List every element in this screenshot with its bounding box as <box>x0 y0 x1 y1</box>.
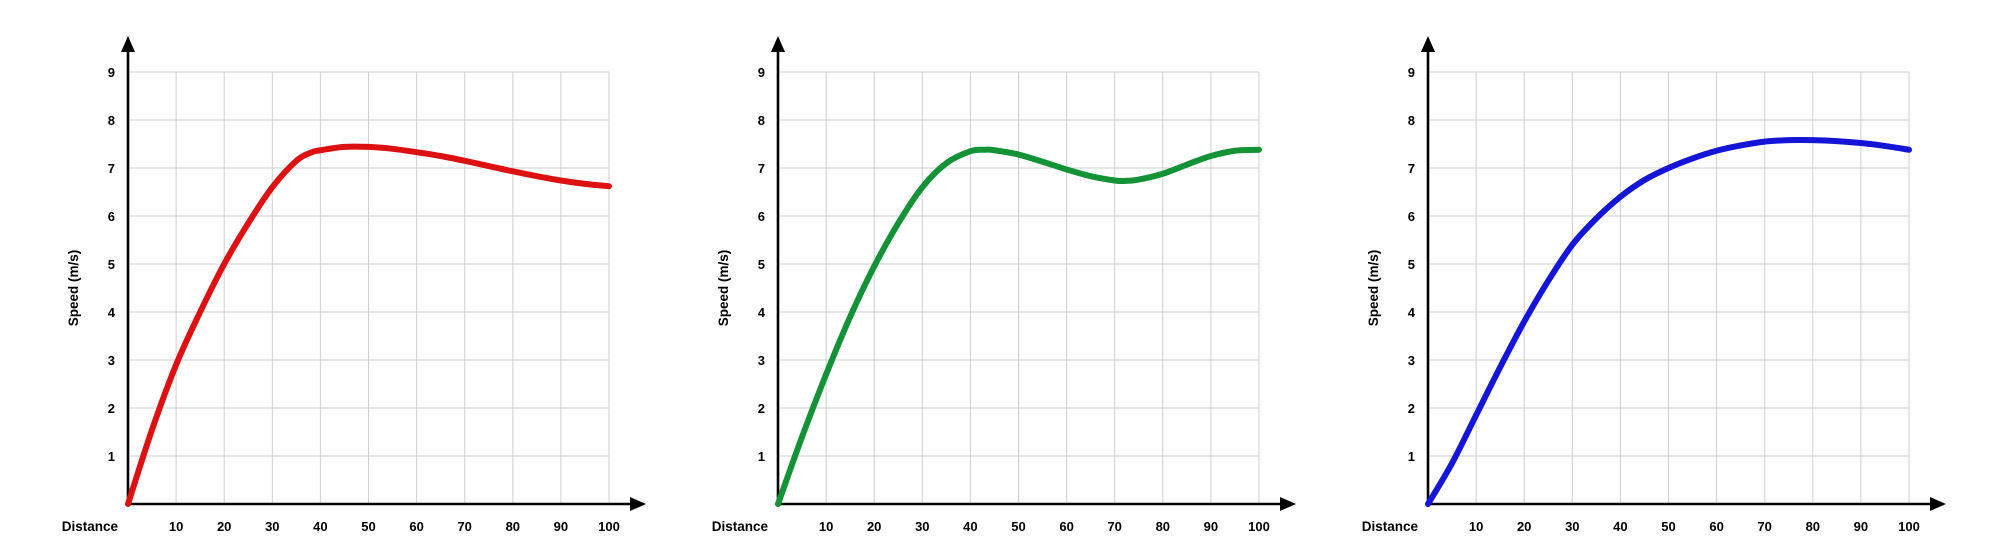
y-tick-label: 7 <box>1408 161 1415 176</box>
y-tick-label: 5 <box>758 257 765 272</box>
y-tick-label: 7 <box>108 161 115 176</box>
y-tick-label: 6 <box>758 209 765 224</box>
x-tick-label: 50 <box>361 519 375 534</box>
grid <box>1428 71 1910 504</box>
y-tick-label: 9 <box>108 65 115 80</box>
y-axis-arrow <box>771 36 785 52</box>
x-tick-label: 30 <box>265 519 279 534</box>
x-tick-label: 30 <box>915 519 929 534</box>
x-tick-label: 100 <box>598 519 620 534</box>
y-axis-title: Speed (m/s) <box>1366 250 1381 327</box>
x-axis-title: Distance <box>1362 519 1419 534</box>
y-tick-label: 1 <box>1408 449 1415 464</box>
x-tick-label: 10 <box>819 519 833 534</box>
x-tick-label: 70 <box>1107 519 1121 534</box>
x-tick-label: 20 <box>867 519 881 534</box>
x-axis-title: Distance <box>62 519 119 534</box>
y-tick-label: 4 <box>758 305 766 320</box>
x-tick-label: 40 <box>963 519 977 534</box>
y-tick-label: 5 <box>1408 257 1415 272</box>
y-tick-label: 1 <box>108 449 115 464</box>
speed-chart-green: 10 20 30 40 50 60 70 80 90 100 1 2 3 4 5 6 7 8 9 Distance Sp… <box>712 36 1296 534</box>
x-axis-arrow <box>1280 497 1296 511</box>
x-tick-label: 10 <box>1469 519 1483 534</box>
speed-series-line <box>125 143 612 507</box>
grid <box>128 71 610 504</box>
x-tick-label: 90 <box>554 519 568 534</box>
y-tick-label: 4 <box>108 305 116 320</box>
x-tick-label: 60 <box>409 519 423 534</box>
y-tick-label: 3 <box>1408 353 1415 368</box>
y-tick-label: 1 <box>758 449 765 464</box>
y-axis-arrow <box>1421 36 1435 52</box>
y-tick-label: 2 <box>1408 401 1415 416</box>
y-tick-label: 8 <box>1408 113 1415 128</box>
x-axis-title: Distance <box>712 519 769 534</box>
y-tick-label: 4 <box>1408 305 1416 320</box>
y-tick-label: 8 <box>108 113 115 128</box>
x-tick-label: 60 <box>1059 519 1073 534</box>
x-tick-label: 50 <box>1661 519 1675 534</box>
y-tick-label: 5 <box>108 257 115 272</box>
y-tick-label: 3 <box>758 353 765 368</box>
y-tick-label: 6 <box>108 209 115 224</box>
y-axis-title: Speed (m/s) <box>716 250 731 327</box>
x-tick-label: 70 <box>457 519 471 534</box>
x-tick-label: 100 <box>1898 519 1920 534</box>
x-axis-arrow <box>630 497 646 511</box>
x-axis-arrow <box>1930 497 1946 511</box>
x-tick-label: 100 <box>1248 519 1270 534</box>
x-tick-label: 50 <box>1011 519 1025 534</box>
y-axis-title: Speed (m/s) <box>66 250 81 327</box>
x-tick-label: 90 <box>1854 519 1868 534</box>
x-tick-label: 40 <box>1613 519 1627 534</box>
y-tick-label: 3 <box>108 353 115 368</box>
x-tick-label: 20 <box>1517 519 1531 534</box>
speed-series-line <box>1425 137 1912 507</box>
y-tick-label: 9 <box>758 65 765 80</box>
speed-series-line <box>775 146 1262 507</box>
y-tick-label: 7 <box>758 161 765 176</box>
y-tick-label: 6 <box>1408 209 1415 224</box>
x-tick-label: 20 <box>217 519 231 534</box>
x-tick-label: 90 <box>1204 519 1218 534</box>
x-tick-label: 80 <box>506 519 520 534</box>
x-tick-label: 70 <box>1757 519 1771 534</box>
x-tick-label: 60 <box>1709 519 1723 534</box>
y-tick-label: 2 <box>758 401 765 416</box>
x-tick-label: 80 <box>1156 519 1170 534</box>
x-tick-label: 80 <box>1806 519 1820 534</box>
x-tick-label: 40 <box>313 519 327 534</box>
speed-chart-red: 10 20 30 40 50 60 70 80 90 100 1 2 3 4 5 6 7 8 9 Distance Sp… <box>62 36 646 534</box>
y-tick-label: 2 <box>108 401 115 416</box>
x-tick-label: 10 <box>169 519 183 534</box>
y-tick-label: 8 <box>758 113 765 128</box>
x-tick-label: 30 <box>1565 519 1579 534</box>
y-tick-label: 9 <box>1408 65 1415 80</box>
y-axis-arrow <box>121 36 135 52</box>
grid <box>778 71 1260 504</box>
speed-chart-blue: 10 20 30 40 50 60 70 80 90 100 1 2 3 4 5 6 7 8 9 Distance Sp… <box>1362 36 1946 534</box>
